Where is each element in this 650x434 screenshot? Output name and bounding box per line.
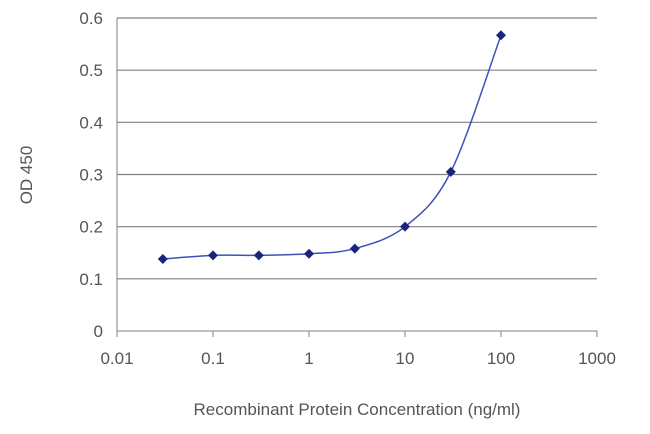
data-point-marker	[445, 166, 456, 177]
y-axis-title: OD 450	[17, 146, 36, 205]
x-axis-ticks: 0.01 0.1 1 10 100 1000	[100, 331, 616, 368]
y-tick-label: 0.2	[79, 218, 103, 237]
x-tick-label: 0.1	[201, 349, 225, 368]
x-tick-label: 1	[304, 349, 313, 368]
y-tick-label: 0.1	[79, 270, 103, 289]
data-point-marker	[208, 250, 218, 261]
series-line	[162, 34, 502, 260]
y-tick-label: 0.6	[79, 9, 103, 28]
x-tick-label: 0.01	[100, 349, 133, 368]
gridlines	[117, 17, 597, 280]
data-point-marker	[496, 30, 506, 41]
y-tick-label: 0.3	[79, 166, 103, 185]
x-axis-title: Recombinant Protein Concentration (ng/ml…	[194, 400, 521, 419]
x-tick-label: 1000	[578, 349, 616, 368]
series-group	[157, 30, 506, 265]
data-point-marker	[400, 221, 410, 232]
data-point-marker	[349, 243, 360, 254]
y-axis-ticks: 0 0.1 0.2 0.3 0.4 0.5 0.6	[79, 9, 103, 341]
data-point-marker	[253, 250, 264, 261]
data-point-marker	[304, 248, 314, 259]
data-point-marker	[157, 254, 168, 265]
x-tick-label: 100	[487, 349, 515, 368]
y-tick-label: 0	[94, 322, 103, 341]
y-tick-label: 0.5	[79, 61, 103, 80]
x-tick-label: 10	[396, 349, 415, 368]
y-tick-label: 0.4	[79, 113, 103, 132]
